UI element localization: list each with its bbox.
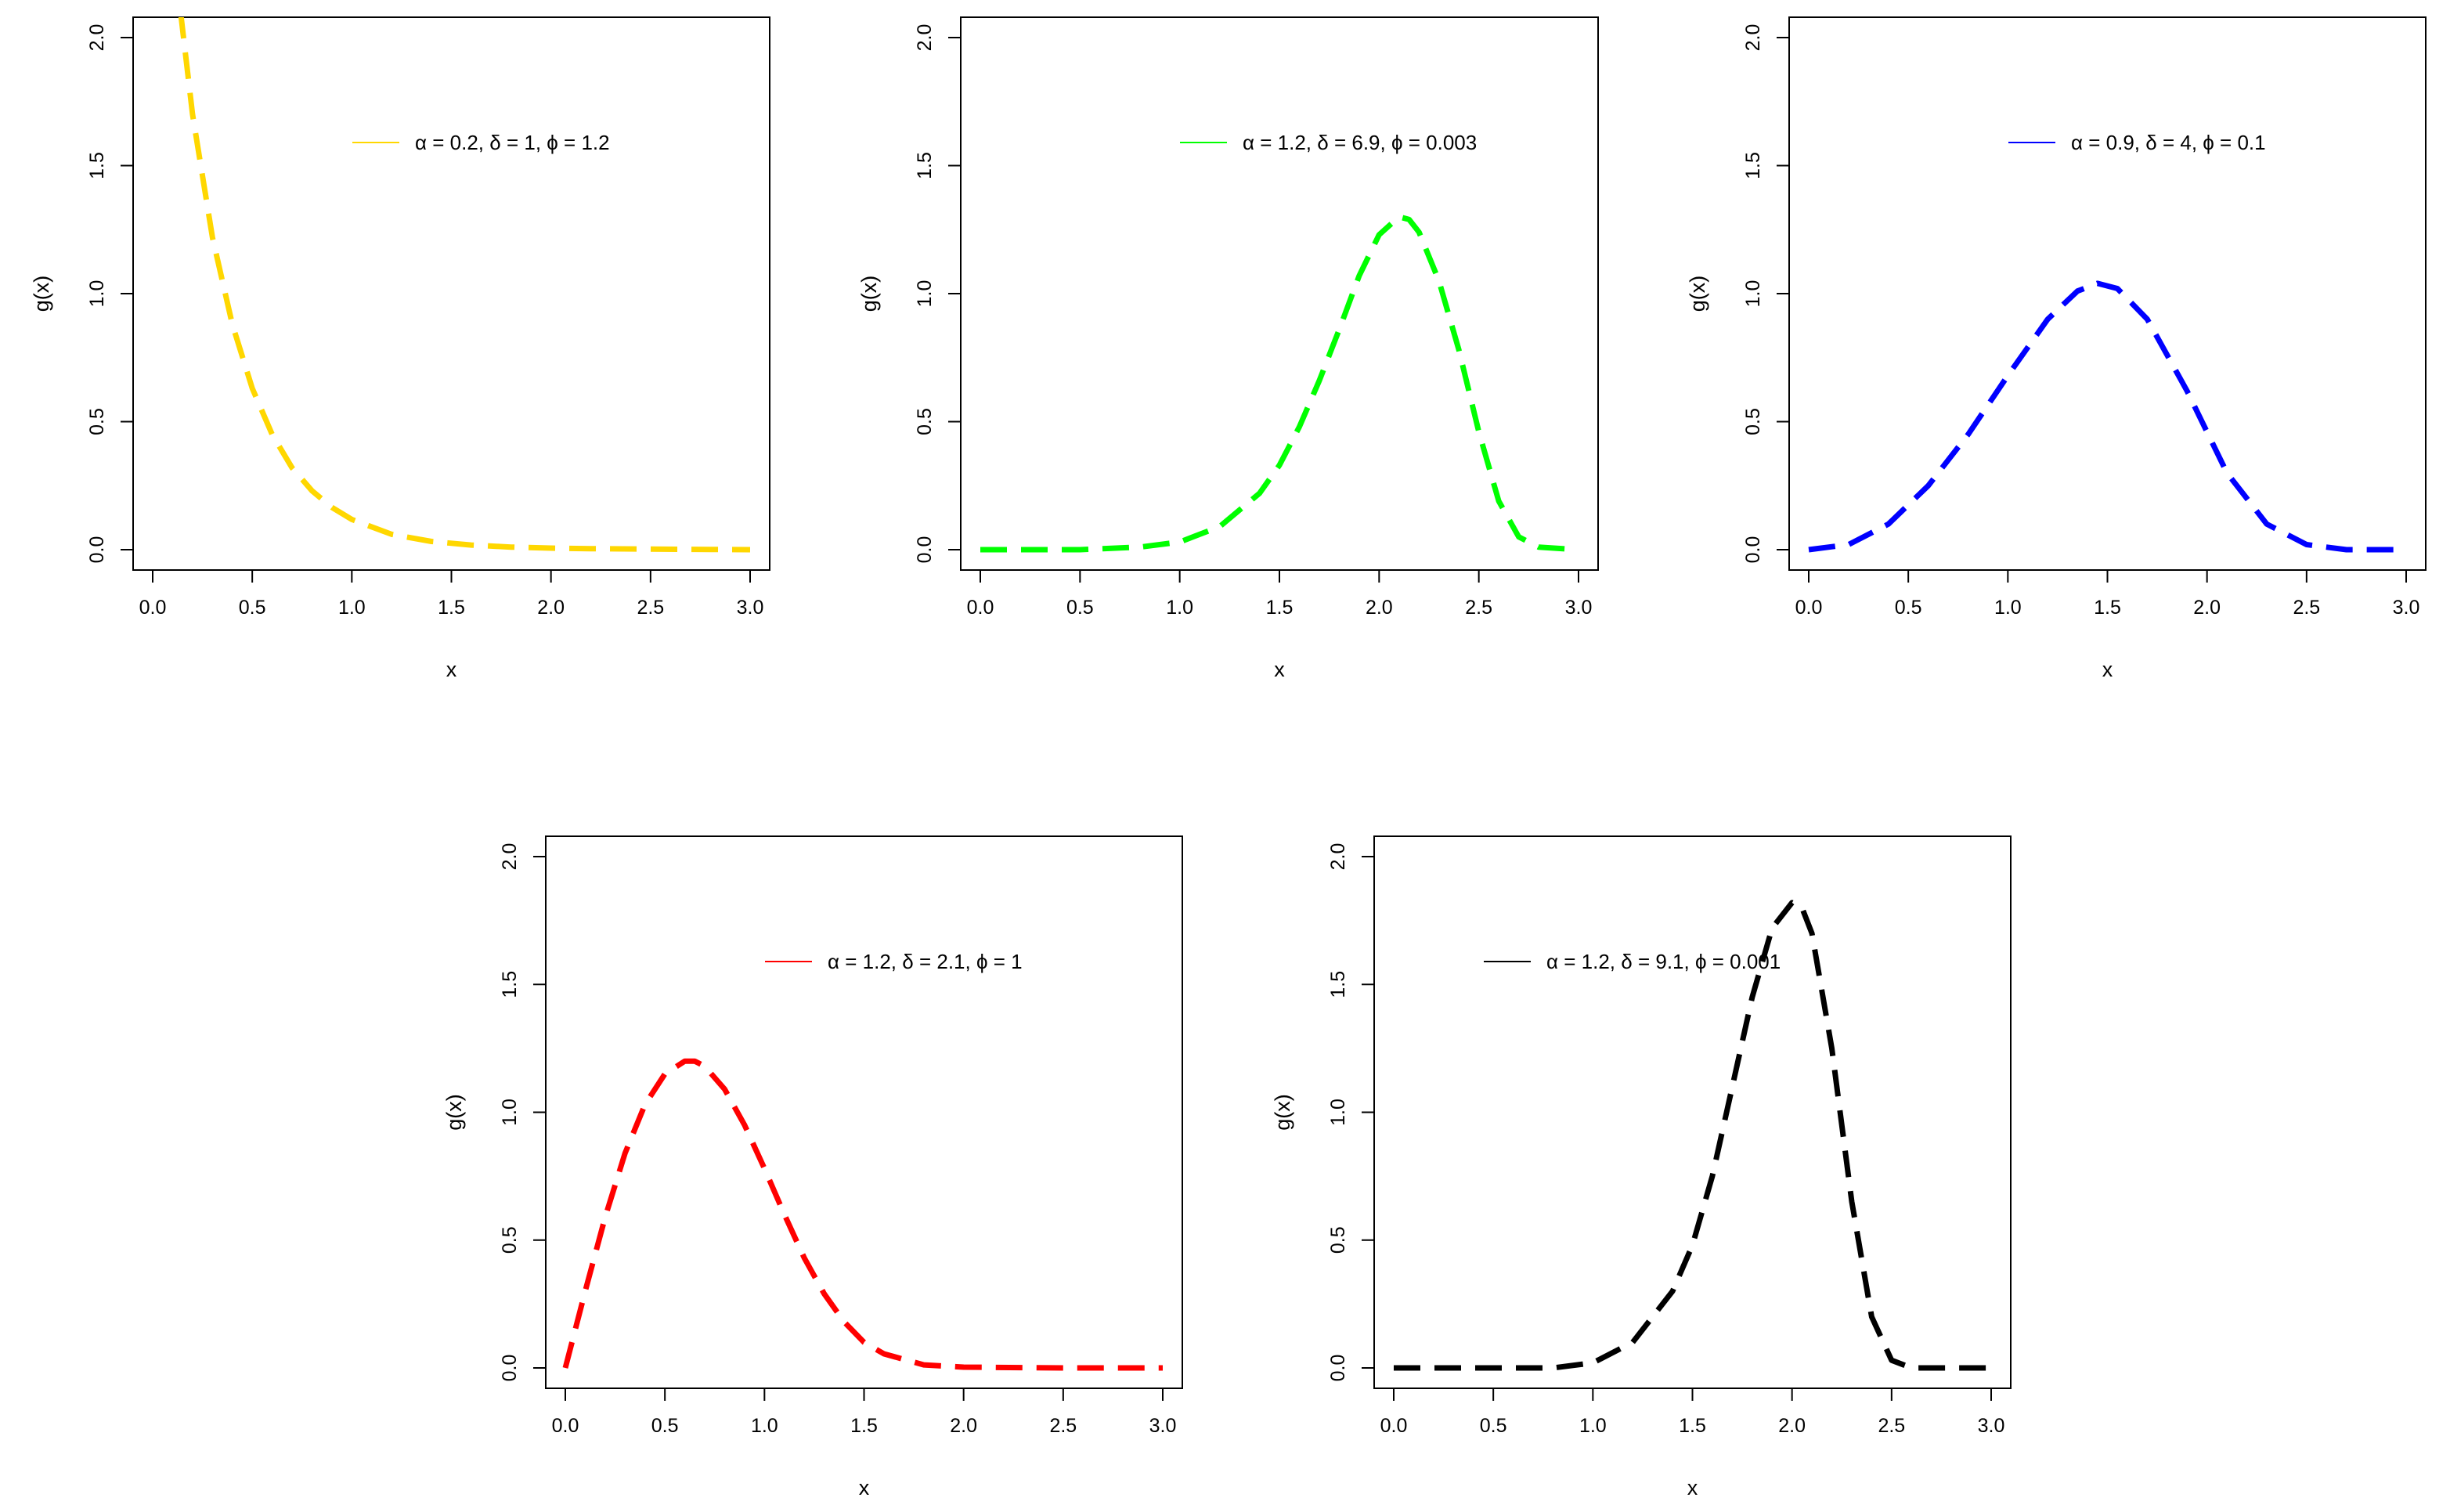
chart-panel-3: 0.0 0.5 1.0 1.5 2.0 2.5 3.0 x 0.0 0.5 1.0 1.5 2.0 g(x… — [1686, 16, 2427, 681]
x-tick-label: 0.5 — [1480, 1415, 1507, 1437]
x-axis-label: x — [1687, 1476, 1698, 1499]
x-tick-label: 1.5 — [1266, 597, 1294, 619]
x-tick-label: 0.0 — [1795, 597, 1823, 619]
x-tick-label: 0.0 — [552, 1415, 579, 1437]
chart-panel-5: 0.0 0.5 1.0 1.5 2.0 2.5 3.0 x 0.0 0.5 1.0 1.5 2.0 g(x… — [1271, 835, 2012, 1499]
x-axis-label: x — [2102, 658, 2113, 681]
x-tick-label: 1.0 — [1579, 1415, 1607, 1437]
y-tick-label: 0.5 — [1327, 1226, 1349, 1254]
y-tick-label: 0.5 — [914, 408, 936, 435]
x-tick-label: 0.0 — [967, 597, 994, 619]
chart-panel-1: 0.0 0.5 1.0 1.5 2.0 2.5 3.0 x 0.0 0.5 1.0 1.5 2.0 g(x… — [30, 16, 770, 681]
y-tick-label: 0.0 — [914, 536, 936, 564]
x-tick-label: 1.0 — [1166, 597, 1193, 619]
y-tick-label: 2.0 — [86, 24, 108, 52]
x-axis-label: x — [446, 658, 457, 681]
series-line — [980, 214, 1579, 553]
x-tick-label: 1.0 — [1994, 597, 2022, 619]
x-tick-label: 0.5 — [1066, 597, 1094, 619]
y-tick-label: 0.0 — [1327, 1355, 1349, 1382]
x-tick-label: 0.0 — [1380, 1415, 1408, 1437]
x-axis-label: x — [859, 1476, 870, 1499]
y-tick-label: 0.0 — [86, 536, 108, 564]
y-tick-label: 1.0 — [1742, 280, 1764, 308]
legend-label: α = 0.9, δ = 4, ϕ = 0.1 — [2071, 131, 2266, 154]
x-tick-label: 3.0 — [1149, 1415, 1177, 1437]
chart-panel-2: 0.0 0.5 1.0 1.5 2.0 2.5 3.0 x 0.0 0.5 1.0 1.5 2.0 g(x… — [857, 16, 1599, 681]
plot-frame — [1788, 16, 2427, 571]
x-axis-label: x — [1274, 658, 1285, 681]
x-tick-label: 2.0 — [950, 1415, 977, 1437]
x-tick-label: 2.5 — [1878, 1415, 1905, 1437]
plot-frame — [1373, 835, 2012, 1389]
x-tick-label: 0.5 — [239, 597, 266, 619]
x-tick-label: 3.0 — [2393, 597, 2420, 619]
y-tick-label: 1.0 — [1327, 1099, 1349, 1126]
y-tick-label: 1.0 — [499, 1099, 521, 1126]
x-tick-label: 2.0 — [1778, 1415, 1806, 1437]
x-tick-label: 2.5 — [1049, 1415, 1077, 1437]
x-tick-label: 1.5 — [2094, 597, 2121, 619]
y-tick-label: 2.0 — [499, 843, 521, 871]
x-tick-label: 3.0 — [737, 597, 764, 619]
legend-label: α = 1.2, δ = 9.1, ϕ = 0.001 — [1546, 950, 1781, 973]
y-tick-label: 2.0 — [1327, 843, 1349, 871]
x-tick-label: 2.5 — [637, 597, 664, 619]
x-tick-label: 0.5 — [651, 1415, 679, 1437]
legend-label: α = 0.2, δ = 1, ϕ = 1.2 — [415, 131, 610, 154]
y-tick-label: 1.5 — [499, 971, 521, 998]
x-tick-label: 2.0 — [1366, 597, 1393, 619]
y-tick-label: 1.5 — [914, 152, 936, 179]
y-axis-label: g(x) — [1686, 276, 1709, 312]
y-tick-label: 1.5 — [86, 152, 108, 179]
y-tick-label: 0.5 — [86, 408, 108, 435]
plot-frame — [960, 16, 1599, 571]
chart-panel-4: 0.0 0.5 1.0 1.5 2.0 2.5 3.0 x 0.0 0.5 1.0 1.5 2.0 g(x… — [442, 835, 1183, 1499]
x-tick-label: 2.0 — [537, 597, 565, 619]
y-tick-label: 1.5 — [1327, 971, 1349, 998]
y-tick-label: 1.5 — [1742, 152, 1764, 179]
x-tick-label: 3.0 — [1978, 1415, 2005, 1437]
y-tick-label: 0.5 — [1742, 408, 1764, 435]
y-tick-label: 0.0 — [1742, 536, 1764, 564]
series-line — [1394, 900, 1991, 1371]
x-tick-label: 1.5 — [1679, 1415, 1706, 1437]
y-axis-label: g(x) — [1271, 1094, 1294, 1131]
x-tick-label: 1.0 — [751, 1415, 778, 1437]
x-tick-label: 1.5 — [850, 1415, 878, 1437]
x-tick-label: 3.0 — [1565, 597, 1593, 619]
y-tick-label: 1.0 — [86, 280, 108, 308]
y-axis-label: g(x) — [30, 276, 53, 312]
x-tick-label: 0.0 — [139, 597, 167, 619]
y-tick-label: 1.0 — [914, 280, 936, 308]
x-tick-label: 2.0 — [2193, 597, 2221, 619]
x-tick-label: 1.0 — [338, 597, 366, 619]
y-axis-label: g(x) — [442, 1094, 466, 1131]
series-line — [1808, 280, 2406, 553]
legend-label: α = 1.2, δ = 2.1, ϕ = 1 — [828, 950, 1023, 973]
x-tick-label: 2.5 — [2293, 597, 2320, 619]
x-tick-label: 2.5 — [1465, 597, 1492, 619]
legend-label: α = 1.2, δ = 6.9, ϕ = 0.003 — [1243, 131, 1477, 154]
x-tick-label: 1.5 — [438, 597, 465, 619]
y-tick-label: 0.5 — [499, 1226, 521, 1254]
y-tick-label: 2.0 — [914, 24, 936, 52]
y-axis-label: g(x) — [857, 276, 881, 312]
series-line — [178, 17, 751, 553]
series-line — [562, 1058, 1163, 1371]
y-tick-label: 0.0 — [499, 1355, 521, 1382]
y-tick-label: 2.0 — [1742, 24, 1764, 52]
x-tick-label: 0.5 — [1895, 597, 1922, 619]
plot-frame — [132, 16, 770, 571]
